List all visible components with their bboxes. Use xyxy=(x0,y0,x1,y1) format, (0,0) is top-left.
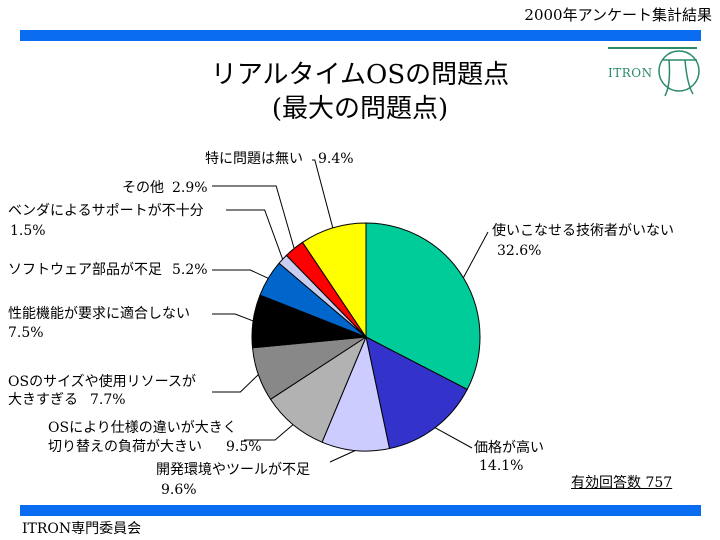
slice-label-2: 開発環境やツールが不足 xyxy=(156,462,310,478)
page-title: リアルタイムOSの問題点 (最大の問題点) xyxy=(0,58,720,126)
leader-line-3 xyxy=(244,424,294,441)
slice-label-7: ベンダによるサポートが不十分 xyxy=(8,203,204,219)
bottom-accent-bar xyxy=(20,505,701,516)
leader-lines xyxy=(212,159,489,463)
pie-slice-0 xyxy=(365,222,481,391)
slice-value-4: 7.7% xyxy=(90,392,126,408)
leader-line-7 xyxy=(226,209,284,260)
slice-value-7: 1.5% xyxy=(10,223,46,239)
slice-value-1: 14.1% xyxy=(479,458,523,474)
footer-committee: ITRON専門委員会 xyxy=(22,521,142,537)
slice-label-3a: OSにより仕様の違いが大きく xyxy=(48,420,237,436)
slice-label-5: 性能機能が要求に適合しない xyxy=(8,305,190,322)
top-accent-bar xyxy=(20,30,701,41)
slice-value-6: 5.2% xyxy=(172,262,208,278)
slice-label-0: 使いこなせる技術者がいない xyxy=(492,222,674,239)
slice-value-9: 9.4% xyxy=(318,151,354,167)
slice-label-8: その他 xyxy=(122,180,164,196)
slice-label-4a: OSのサイズや使用リソースが xyxy=(8,373,196,390)
logo-text: ITRON xyxy=(608,66,653,80)
slice-label-1: 価格が高い xyxy=(474,439,544,456)
slice-label-3b: 切り替えの負荷が大きい xyxy=(48,439,202,455)
leader-line-0 xyxy=(462,231,489,278)
slice-label-6: ソフトウェア部品が不足 xyxy=(8,262,162,278)
leader-line-8 xyxy=(212,185,295,249)
slice-label-9: 特に問題は無い xyxy=(205,151,303,167)
leader-line-6 xyxy=(212,269,269,279)
valid-responses-count: 有効回答数 757 xyxy=(571,475,673,491)
slice-value-2: 9.6% xyxy=(161,482,197,498)
slice-label-4b: 大きすぎる xyxy=(8,392,78,408)
leader-line-4 xyxy=(212,374,259,393)
header-survey-title: 2000年アンケート集計結果 xyxy=(524,6,712,24)
title-line-2: (最大の問題点) xyxy=(271,94,449,124)
leader-line-5 xyxy=(212,313,254,322)
itron-logo-icon xyxy=(608,47,700,97)
leader-line-1 xyxy=(434,427,473,449)
slice-value-3: 9.5% xyxy=(226,439,262,455)
slice-labels: 使いこなせる技術者がいない 32.6% 価格が高い 14.1% 開発環境やツール… xyxy=(8,151,674,498)
slice-value-5: 7.5% xyxy=(8,325,44,341)
slice-value-8: 2.9% xyxy=(172,180,208,196)
title-line-1: リアルタイムOSの問題点 xyxy=(210,60,510,90)
pie-slices xyxy=(251,222,481,452)
leader-line-2 xyxy=(329,450,356,463)
slice-value-0: 32.6% xyxy=(497,243,541,259)
leader-line-9 xyxy=(312,159,334,229)
